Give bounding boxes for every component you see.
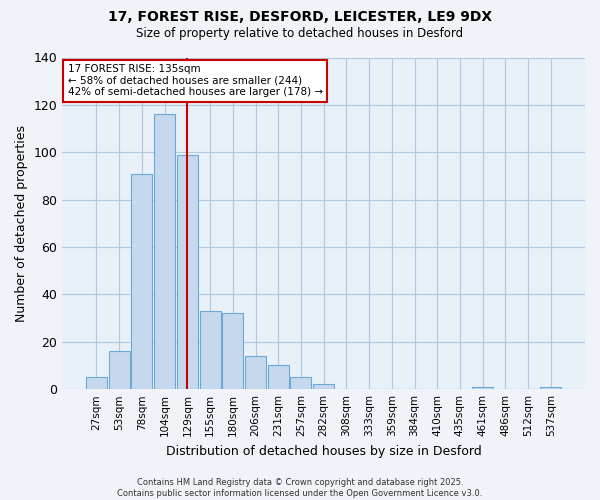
Bar [290,378,311,389]
Bar [154,114,175,389]
Y-axis label: Number of detached properties: Number of detached properties [15,125,28,322]
Bar [541,387,561,389]
X-axis label: Distribution of detached houses by size in Desford: Distribution of detached houses by size … [166,444,482,458]
Text: Contains HM Land Registry data © Crown copyright and database right 2025.
Contai: Contains HM Land Registry data © Crown c… [118,478,482,498]
Text: 17 FOREST RISE: 135sqm
← 58% of detached houses are smaller (244)
42% of semi-de: 17 FOREST RISE: 135sqm ← 58% of detached… [68,64,323,98]
Bar [245,356,266,389]
Text: 17, FOREST RISE, DESFORD, LEICESTER, LE9 9DX: 17, FOREST RISE, DESFORD, LEICESTER, LE9… [108,10,492,24]
Bar [472,387,493,389]
Bar [177,154,198,389]
Bar [86,378,107,389]
Bar [131,174,152,389]
Bar [223,314,243,389]
Bar [313,384,334,389]
Text: Size of property relative to detached houses in Desford: Size of property relative to detached ho… [136,28,464,40]
Bar [268,366,289,389]
Bar [109,352,130,389]
Bar [200,311,221,389]
